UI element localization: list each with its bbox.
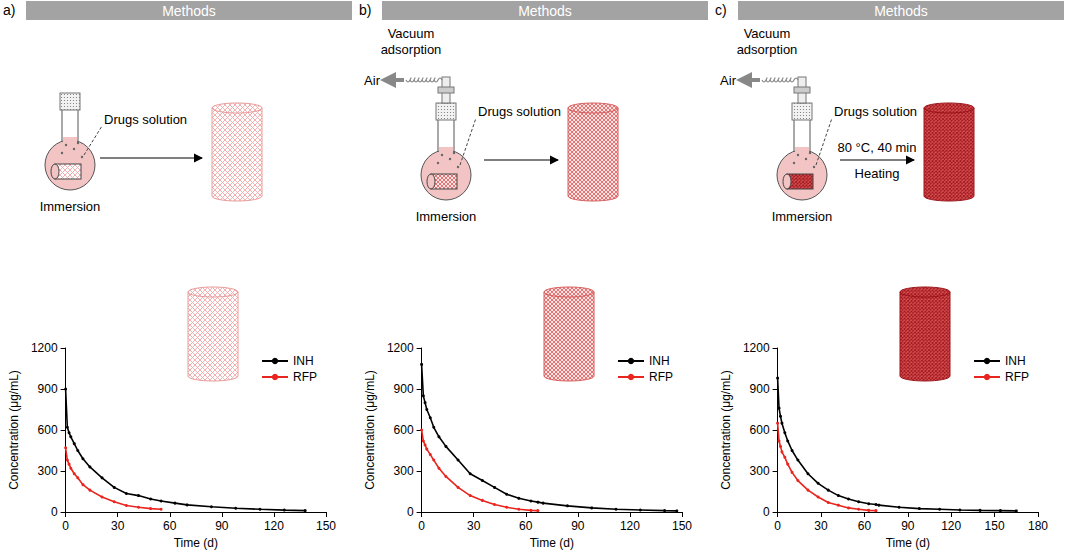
- svg-text:Heating: Heating: [855, 166, 900, 181]
- svg-text:0: 0: [763, 505, 770, 519]
- svg-text:adsorption: adsorption: [737, 42, 798, 57]
- svg-text:Vacuum: Vacuum: [744, 26, 791, 41]
- svg-text:Methods: Methods: [518, 3, 572, 19]
- svg-text:0: 0: [774, 519, 781, 533]
- svg-text:120: 120: [620, 519, 640, 533]
- svg-text:Air: Air: [720, 73, 737, 88]
- svg-text:0: 0: [51, 505, 58, 519]
- svg-text:0: 0: [418, 519, 425, 533]
- svg-text:Drugs solution: Drugs solution: [834, 104, 917, 119]
- svg-text:0: 0: [62, 519, 69, 533]
- svg-text:60: 60: [163, 519, 177, 533]
- svg-text:0: 0: [407, 505, 414, 519]
- svg-text:150: 150: [985, 519, 1005, 533]
- svg-text:600: 600: [394, 423, 414, 437]
- svg-text:120: 120: [941, 519, 961, 533]
- svg-text:b): b): [359, 2, 371, 18]
- svg-text:90: 90: [901, 519, 915, 533]
- svg-text:30: 30: [111, 519, 125, 533]
- svg-text:Time (d): Time (d): [530, 536, 574, 550]
- svg-text:Air: Air: [364, 73, 381, 88]
- svg-text:INH: INH: [1005, 354, 1026, 368]
- svg-text:900: 900: [38, 382, 58, 396]
- svg-text:1200: 1200: [31, 341, 58, 355]
- svg-text:300: 300: [38, 464, 58, 478]
- svg-text:80 °C, 40 min: 80 °C, 40 min: [838, 140, 917, 155]
- svg-text:adsorption: adsorption: [381, 42, 442, 57]
- svg-text:a): a): [3, 2, 15, 18]
- svg-text:Concentration (μg/mL): Concentration (μg/mL): [719, 370, 733, 490]
- svg-text:300: 300: [750, 464, 770, 478]
- svg-text:180: 180: [1028, 519, 1048, 533]
- svg-text:Time (d): Time (d): [174, 536, 218, 550]
- svg-text:60: 60: [519, 519, 533, 533]
- svg-text:600: 600: [38, 423, 58, 437]
- svg-text:RFP: RFP: [293, 370, 317, 384]
- svg-text:Concentration (μg/mL): Concentration (μg/mL): [7, 370, 21, 490]
- svg-text:300: 300: [394, 464, 414, 478]
- svg-text:90: 90: [571, 519, 585, 533]
- svg-text:120: 120: [264, 519, 284, 533]
- svg-text:RFP: RFP: [649, 370, 673, 384]
- svg-text:Time (d): Time (d): [886, 536, 930, 550]
- svg-text:30: 30: [814, 519, 828, 533]
- svg-text:60: 60: [858, 519, 872, 533]
- svg-text:900: 900: [750, 382, 770, 396]
- svg-text:600: 600: [750, 423, 770, 437]
- svg-text:Methods: Methods: [874, 3, 928, 19]
- svg-text:Vacuum: Vacuum: [388, 26, 435, 41]
- svg-text:Drugs solution: Drugs solution: [478, 104, 561, 119]
- svg-text:Concentration (μg/mL): Concentration (μg/mL): [363, 370, 377, 490]
- svg-text:Immersion: Immersion: [40, 199, 101, 214]
- svg-text:1200: 1200: [743, 341, 770, 355]
- svg-text:90: 90: [215, 519, 229, 533]
- svg-text:Immersion: Immersion: [416, 209, 477, 224]
- svg-text:INH: INH: [649, 354, 670, 368]
- svg-text:Methods: Methods: [162, 3, 216, 19]
- svg-text:150: 150: [672, 519, 692, 533]
- svg-text:Drugs solution: Drugs solution: [104, 112, 187, 127]
- svg-text:30: 30: [467, 519, 481, 533]
- svg-text:150: 150: [316, 519, 336, 533]
- svg-text:900: 900: [394, 382, 414, 396]
- svg-text:Immersion: Immersion: [772, 209, 833, 224]
- svg-text:INH: INH: [293, 354, 314, 368]
- svg-text:1200: 1200: [387, 341, 414, 355]
- svg-text:c): c): [715, 2, 727, 18]
- svg-text:RFP: RFP: [1005, 370, 1029, 384]
